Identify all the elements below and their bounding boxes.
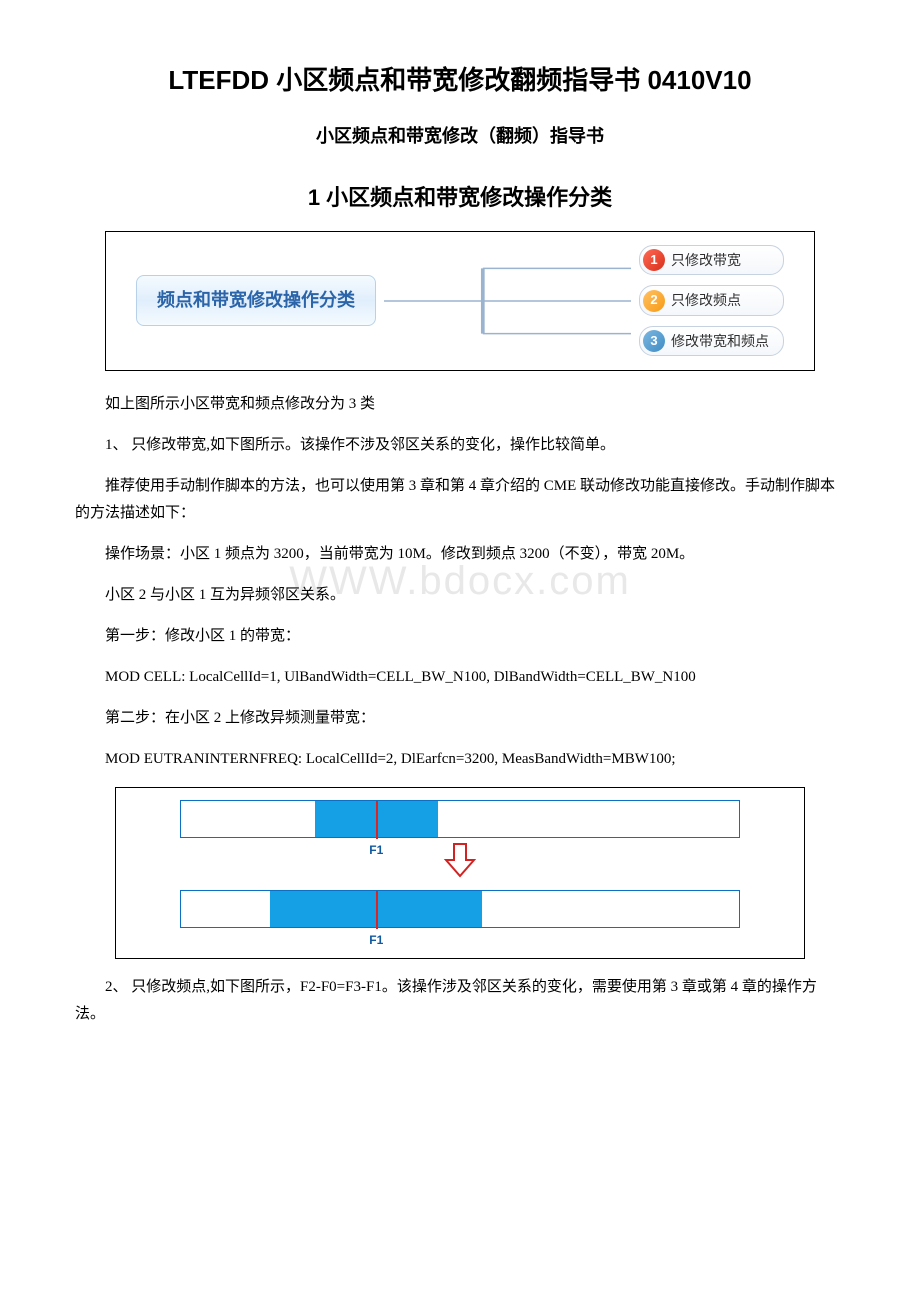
diagram-connector [384, 250, 631, 352]
diagram-item-3: 3 修改带宽和频点 [639, 326, 784, 356]
badge-num-2: 2 [643, 290, 665, 312]
arrow-down-icon [443, 842, 477, 887]
band-tick-after [376, 891, 378, 929]
paragraph: 1、 只修改带宽,如下图所示。该操作不涉及邻区关系的变化，操作比较简单。 [75, 432, 845, 459]
paragraph: 第二步：在小区 2 上修改异频测量带宽： [75, 705, 845, 732]
badge-text-1: 只修改带宽 [671, 249, 741, 271]
paragraph: 小区 2 与小区 1 互为异频邻区关系。 [75, 582, 845, 609]
page-subtitle: 小区频点和带宽修改（翻频）指导书 [75, 122, 845, 151]
code-line: MOD EUTRANINTERNFREQ: LocalCellId=2, DlE… [75, 746, 845, 773]
diagram-item-2: 2 只修改频点 [639, 285, 784, 315]
paragraph: 2、 只修改频点,如下图所示，F2-F0=F3-F1。该操作涉及邻区关系的变化，… [75, 974, 845, 1028]
paragraph: 推荐使用手动制作脚本的方法，也可以使用第 3 章和第 4 章介绍的 CME 联动… [75, 473, 845, 527]
diagram-item-1: 1 只修改带宽 [639, 245, 784, 275]
diagram-right-list: 1 只修改带宽 2 只修改频点 3 修改带宽和频点 [639, 245, 784, 356]
code-line: MOD CELL: LocalCellId=1, UlBandWidth=CEL… [75, 664, 845, 691]
bandwidth-diagram: F1 F1 [115, 787, 805, 960]
classification-diagram: 频点和带宽修改操作分类 1 只修改带宽 2 只修改频点 3 修改带宽和频点 [105, 231, 815, 371]
band-after: F1 [180, 890, 740, 928]
band-tick-before [376, 801, 378, 839]
paragraph: 第一步：修改小区 1 的带宽： [75, 623, 845, 650]
paragraph: 如上图所示小区带宽和频点修改分为 3 类 [75, 391, 845, 418]
diagram-left-box: 频点和带宽修改操作分类 [136, 275, 376, 326]
band-label-before: F1 [369, 841, 383, 860]
badge-text-3: 修改带宽和频点 [671, 330, 769, 352]
paragraph: 操作场景：小区 1 频点为 3200，当前带宽为 10M。修改到频点 3200（… [75, 541, 845, 568]
badge-num-1: 1 [643, 249, 665, 271]
badge-num-3: 3 [643, 330, 665, 352]
page-title: LTEFDD 小区频点和带宽修改翻频指导书 0410V10 [75, 60, 845, 102]
band-label-after: F1 [369, 931, 383, 950]
badge-text-2: 只修改频点 [671, 289, 741, 311]
band-before: F1 [180, 800, 740, 838]
section-heading-1: 1 小区频点和带宽修改操作分类 [75, 180, 845, 215]
